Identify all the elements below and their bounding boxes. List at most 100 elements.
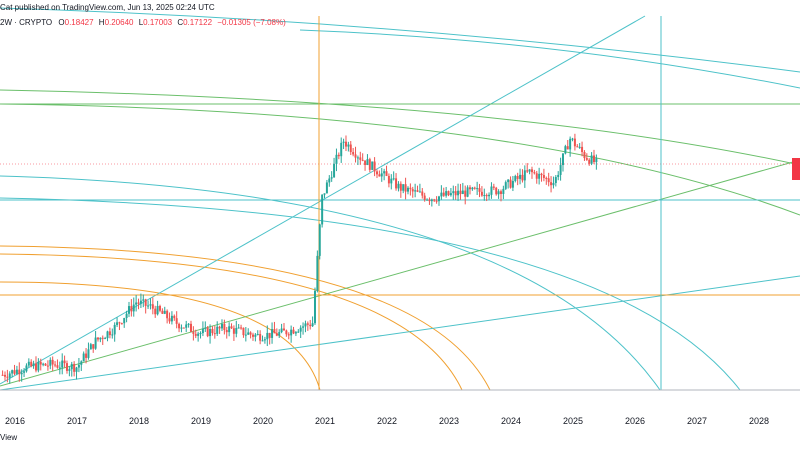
candle-body (411, 189, 414, 192)
candle-body (42, 363, 45, 365)
candle-body (459, 190, 462, 195)
candle-body (437, 196, 440, 202)
candle-body (225, 330, 228, 333)
candle-body (404, 184, 407, 192)
candle-body (20, 372, 23, 375)
candle-body (170, 315, 173, 322)
candle-body (6, 376, 9, 378)
candle-body (392, 178, 395, 180)
candle-body (545, 177, 548, 179)
candle-body (230, 326, 233, 329)
candle-body (595, 158, 598, 163)
candle-body (206, 327, 209, 337)
candle-body (304, 323, 307, 327)
candle-body (51, 359, 54, 365)
candle-body (249, 332, 252, 335)
candle-body (266, 332, 269, 340)
candle-body (485, 195, 488, 197)
candle-body (526, 170, 529, 172)
teal-arc-1 (0, 7, 800, 73)
candle-body (96, 337, 99, 340)
high-value: 0.20640 (104, 18, 134, 27)
candle-body (89, 344, 92, 350)
candle-body (99, 337, 102, 340)
candle-body (480, 191, 483, 196)
candle-body (492, 186, 495, 188)
candle-body (244, 334, 247, 336)
candle-body (106, 331, 109, 339)
candle-body (435, 200, 438, 202)
candle-body (149, 304, 152, 306)
last-price-tag (792, 158, 800, 180)
candle-body (385, 171, 388, 176)
candle-body (56, 365, 59, 368)
candle-body (340, 142, 343, 157)
candle-body (168, 318, 171, 322)
candle-body (483, 195, 486, 197)
candle-body (399, 183, 402, 191)
x-tick-label-2026: 2026 (625, 416, 645, 426)
brand-text: View (0, 433, 18, 442)
candle-body (516, 176, 519, 179)
candle-body (488, 194, 491, 197)
candle-body (535, 173, 538, 179)
x-tick-label-2028: 2028 (749, 416, 769, 426)
candle-body (440, 192, 443, 197)
candle-body (330, 177, 333, 179)
candle-body (406, 187, 409, 192)
candle-body (65, 363, 68, 371)
candle-body (108, 331, 111, 336)
candle-body (380, 173, 383, 177)
candle-body (192, 331, 195, 334)
candle-body (70, 363, 73, 370)
candle-body (302, 326, 305, 328)
candle-body (571, 138, 574, 140)
candle-body (473, 187, 476, 189)
candle-body (137, 302, 140, 304)
high-label: H (98, 18, 105, 27)
candle-body (49, 359, 52, 366)
candle-body (144, 299, 147, 306)
low-value: 0.17003 (143, 18, 173, 27)
candle-body (368, 159, 371, 170)
candle-body (521, 174, 524, 181)
candle-body (201, 328, 204, 334)
candle-body (433, 199, 436, 201)
candle-body (120, 323, 123, 325)
candle-body (25, 365, 28, 372)
candle-body (554, 177, 557, 184)
candle-body (552, 183, 555, 186)
candle-body (559, 165, 562, 175)
candle-body (447, 191, 450, 196)
candle-body (142, 299, 145, 301)
candle-body (530, 169, 533, 173)
candle-body (387, 175, 390, 184)
candle-body (523, 170, 526, 181)
candle-body (123, 318, 126, 324)
candle-body (478, 188, 481, 192)
candle-body (223, 323, 226, 331)
candle-body (237, 327, 240, 329)
candle-body (130, 306, 133, 312)
candle-body (454, 191, 457, 196)
x-tick-label-2022: 2022 (377, 416, 397, 426)
candle-body (499, 191, 502, 194)
candle-body (576, 146, 579, 148)
candle-body (468, 187, 471, 190)
candle-body (13, 370, 16, 374)
candle-body (211, 328, 214, 334)
change-value: −0.01305 (−7.08%) (217, 18, 286, 27)
candle-body (44, 363, 47, 366)
candle-body (135, 302, 138, 305)
low-label: L (138, 18, 144, 27)
candle-body (321, 194, 324, 225)
candle-body (63, 360, 66, 364)
publish-text: Cat published on TradingView.com, Jun 13… (0, 3, 215, 12)
candle-body (583, 152, 586, 159)
candle-body (464, 190, 467, 197)
teal-arc-4 (0, 197, 741, 391)
candle-body (309, 324, 312, 327)
candle-body (132, 304, 135, 312)
candle-body (242, 327, 245, 336)
